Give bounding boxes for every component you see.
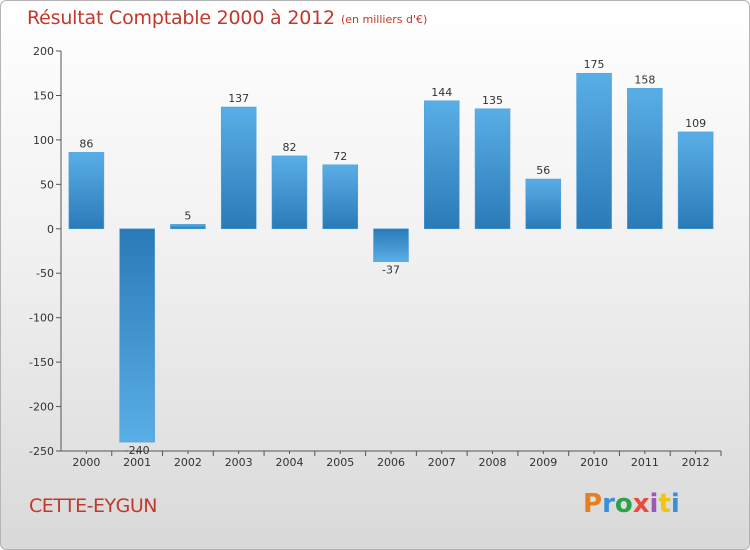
x-tick-label: 2007 [428,456,456,469]
data-labels: 86 -240 5 137 82 72 -37 144 135 56 175 158 109 [79,58,706,457]
y-tick-label: 150 [33,89,54,102]
x-tick-label: 2008 [479,456,507,469]
chart-subtitle: (en milliers d'€) [341,13,428,26]
data-label: -240 [125,444,150,457]
bar-2006 [373,228,409,262]
x-tick-label: 2011 [631,456,659,469]
y-tick-label: -100 [29,312,54,325]
x-tick-label: 2004 [275,456,303,469]
x-tick-label: 2003 [225,456,253,469]
place-name: CETTE-EYGUN [29,495,157,517]
data-label: 158 [634,73,655,86]
bar-2000 [68,152,105,230]
data-label: -37 [382,264,400,277]
logo-letter: t [658,489,671,519]
x-tick-label: 2010 [580,456,608,469]
x-tick-label: 2006 [377,456,405,469]
logo-letter: o [614,489,633,519]
axes: 200 150 100 50 0 -50 -100 -150 -200 -250 2000 2001 2… [29,45,722,469]
y-tick-label: -50 [36,267,54,280]
logo-letter: i [670,489,680,519]
data-label: 72 [333,150,347,163]
data-label: 5 [184,209,191,222]
bar-2012 [677,131,714,230]
x-tick-label: 2000 [72,456,100,469]
y-tick-label: 50 [40,178,54,191]
bar-2004 [271,155,308,230]
bar-2001 [119,228,155,443]
y-tick-label: -250 [29,445,54,458]
bar-2010 [576,72,612,230]
data-label: 144 [431,86,452,99]
proxiti-logo: Proxiti [583,489,680,519]
x-tick-label: 2001 [123,456,151,469]
data-label: 137 [228,92,249,105]
x-tick-label: 2005 [326,456,354,469]
bar-2002 [170,224,206,230]
y-tick-label: -200 [29,401,54,414]
data-label: 175 [584,58,605,71]
x-tick-label: 2009 [529,456,557,469]
logo-letter: i [649,489,659,519]
bar-2005 [322,164,358,230]
bar-2003 [220,106,257,230]
y-tick-label: 200 [33,45,54,58]
chart-title: Résultat Comptable 2000 à 2012 [27,7,335,29]
bar-2011 [627,88,663,230]
logo-letter: r [602,489,615,519]
data-label: 109 [685,117,706,130]
logo-letter: x [632,489,650,519]
data-label: 135 [482,94,503,107]
bar-2009 [525,178,562,230]
x-tick-label: 2002 [174,456,202,469]
bar-2008 [474,108,511,230]
y-tick-label: -150 [29,356,54,369]
y-tick-label: 0 [47,223,54,236]
y-tick-label: 100 [33,134,54,147]
logo-letter: P [583,489,603,519]
data-label: 82 [282,141,296,154]
data-label: 56 [536,164,550,177]
bar-2007 [424,100,460,230]
data-label: 86 [79,137,93,150]
x-tick-label: 2012 [682,456,710,469]
bars [68,72,714,443]
